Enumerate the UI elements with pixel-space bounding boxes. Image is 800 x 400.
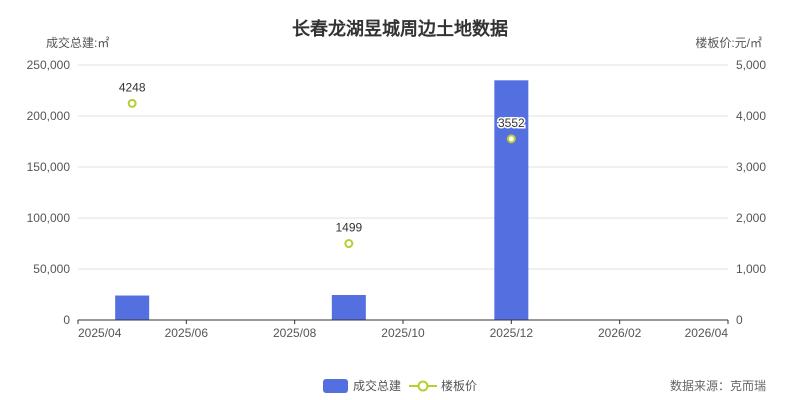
data-label: 3552 bbox=[498, 116, 525, 130]
legend-label-volume[interactable]: 成交总建 bbox=[353, 378, 401, 393]
left-axis-name: 成交总建:㎡ bbox=[46, 35, 109, 50]
left-tick-label: 250,000 bbox=[27, 58, 71, 72]
scatter-point[interactable] bbox=[506, 134, 516, 144]
x-tick-label: 2025/06 bbox=[165, 326, 209, 340]
scatter-series: 4248 1499 3552 bbox=[117, 79, 527, 249]
legend: 成交总建 楼板价 bbox=[323, 378, 477, 393]
right-axis-name: 楼板价:元/㎡ bbox=[695, 35, 762, 50]
bar[interactable] bbox=[331, 295, 366, 320]
right-tick-label: 1,000 bbox=[736, 262, 766, 276]
bar[interactable] bbox=[115, 295, 150, 320]
legend-line-swatch[interactable] bbox=[409, 380, 437, 392]
legend-bar-swatch[interactable] bbox=[323, 379, 348, 393]
x-axis-ticks: 2025/04 2025/06 2025/08 2025/10 2025/12 2026/… bbox=[77, 320, 729, 340]
grid-lines bbox=[78, 64, 728, 270]
data-label: 1499 bbox=[335, 221, 362, 235]
chart-title: 长春龙湖昱城周边土地数据 bbox=[292, 18, 508, 39]
scatter-point[interactable] bbox=[344, 239, 354, 249]
x-tick-label: 2025/08 bbox=[273, 326, 317, 340]
left-tick-label: 50,000 bbox=[33, 262, 70, 276]
data-label: 4248 bbox=[119, 80, 146, 94]
bar[interactable] bbox=[494, 80, 529, 320]
left-tick-label: 200,000 bbox=[27, 109, 71, 123]
x-tick-label: 2025/10 bbox=[381, 326, 425, 340]
right-tick-label: 4,000 bbox=[736, 109, 766, 123]
right-tick-label: 3,000 bbox=[736, 160, 766, 174]
right-tick-label: 0 bbox=[736, 313, 743, 327]
legend-label-price[interactable]: 楼板价 bbox=[441, 378, 477, 393]
left-tick-label: 0 bbox=[63, 313, 70, 327]
left-tick-label: 100,000 bbox=[27, 211, 71, 225]
x-tick-label: 2026/02 bbox=[598, 326, 642, 340]
data-source: 数据来源：克而瑞 bbox=[670, 378, 766, 393]
right-tick-label: 2,000 bbox=[736, 211, 766, 225]
x-tick-label: 2025/04 bbox=[78, 326, 122, 340]
left-axis-ticks: 0 50,000 100,000 150,000 200,000 250,000 bbox=[27, 58, 71, 327]
left-tick-label: 150,000 bbox=[27, 160, 71, 174]
right-tick-label: 5,000 bbox=[736, 58, 766, 72]
right-axis-ticks: 0 1,000 2,000 3,000 4,000 5,000 bbox=[736, 58, 766, 327]
x-tick-label: 2025/12 bbox=[490, 326, 534, 340]
bar-series bbox=[115, 80, 529, 320]
scatter-point[interactable] bbox=[127, 98, 137, 108]
x-tick-label: 2026/04 bbox=[685, 326, 729, 340]
